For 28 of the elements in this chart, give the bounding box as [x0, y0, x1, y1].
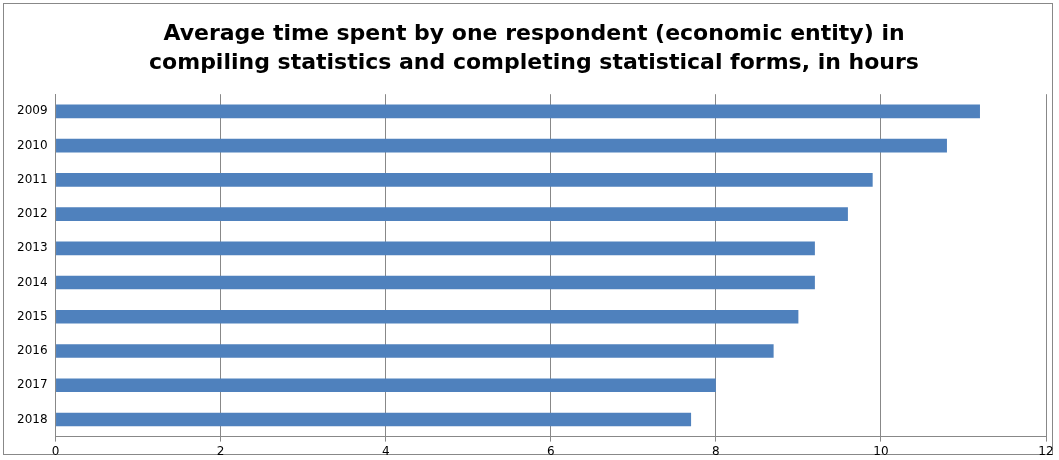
- bar: [56, 172, 873, 187]
- x-tick-label: 12: [1038, 443, 1054, 458]
- bar: [56, 207, 848, 221]
- x-tick-label: 0: [51, 443, 60, 458]
- x-tick-label: 2: [216, 443, 225, 458]
- bar: [56, 104, 980, 119]
- y-tick-label: 2014: [16, 274, 48, 289]
- y-tick-label: 2015: [16, 308, 48, 323]
- x-tick-label: 8: [712, 443, 720, 458]
- bar: [56, 344, 774, 358]
- y-tick-label: 2016: [16, 343, 48, 358]
- y-tick-label: 2010: [16, 137, 48, 152]
- x-tick-label: 4: [381, 443, 390, 458]
- y-tick-label: 2017: [16, 377, 48, 392]
- x-tick-label: 6: [546, 443, 555, 458]
- y-tick-label: 2011: [16, 171, 48, 186]
- chart-title: Average time spent by one respondent (economic entity) in compiling statistics and completing statistical forms, in hours: [148, 19, 920, 76]
- y-tick-label: 2018: [16, 411, 48, 426]
- bar: [56, 309, 799, 324]
- y-tick-label: 2012: [16, 206, 48, 221]
- bar: [56, 241, 815, 256]
- y-tick-label: 2009: [16, 103, 48, 118]
- bar: [56, 412, 692, 427]
- bar: [56, 138, 947, 153]
- x-tick-label: 10: [873, 443, 889, 458]
- y-tick-label: 2013: [16, 240, 48, 255]
- bar: [56, 275, 815, 290]
- bar: [56, 378, 716, 393]
